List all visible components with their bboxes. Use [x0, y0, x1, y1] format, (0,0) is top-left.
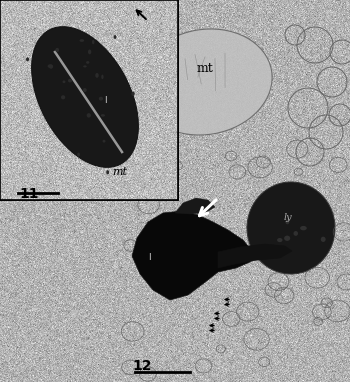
Ellipse shape — [101, 114, 105, 117]
Ellipse shape — [48, 64, 52, 68]
Text: 12: 12 — [132, 359, 152, 373]
Text: ly: ly — [284, 213, 293, 222]
Text: l: l — [104, 96, 107, 105]
Polygon shape — [132, 211, 253, 300]
Ellipse shape — [79, 39, 84, 42]
Ellipse shape — [101, 74, 104, 79]
Ellipse shape — [95, 73, 99, 78]
Ellipse shape — [55, 48, 59, 52]
Ellipse shape — [26, 57, 29, 61]
Ellipse shape — [247, 182, 335, 274]
Ellipse shape — [138, 29, 272, 135]
Text: l: l — [148, 253, 150, 262]
Ellipse shape — [68, 79, 72, 83]
Ellipse shape — [99, 97, 103, 100]
Ellipse shape — [103, 140, 105, 142]
Bar — [0, 0, 178, 200]
Ellipse shape — [284, 236, 290, 241]
Ellipse shape — [63, 81, 65, 83]
Ellipse shape — [286, 220, 289, 224]
Ellipse shape — [86, 61, 89, 64]
Ellipse shape — [300, 226, 307, 230]
Ellipse shape — [131, 92, 135, 96]
Text: mt: mt — [197, 62, 214, 75]
Bar — [0, 0, 178, 200]
Ellipse shape — [294, 231, 298, 236]
Ellipse shape — [92, 40, 94, 44]
Ellipse shape — [61, 95, 65, 99]
Ellipse shape — [114, 35, 117, 39]
Ellipse shape — [88, 50, 91, 54]
Ellipse shape — [277, 238, 282, 242]
Ellipse shape — [49, 65, 53, 69]
Ellipse shape — [321, 237, 326, 242]
Text: 11: 11 — [19, 187, 38, 201]
Ellipse shape — [83, 88, 87, 92]
Polygon shape — [218, 244, 292, 268]
Ellipse shape — [32, 27, 138, 167]
Ellipse shape — [87, 113, 91, 118]
Ellipse shape — [106, 170, 109, 175]
Ellipse shape — [83, 65, 87, 68]
Polygon shape — [175, 198, 215, 214]
Ellipse shape — [77, 152, 80, 157]
Text: mt: mt — [112, 167, 127, 177]
